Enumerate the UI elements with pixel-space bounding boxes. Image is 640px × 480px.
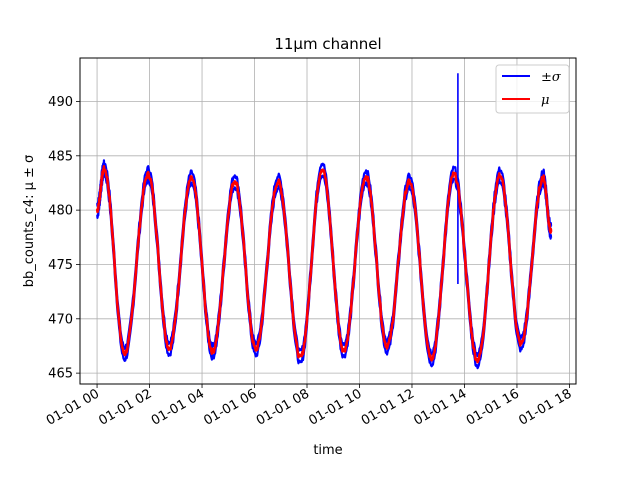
y-axis: 465 470 475 480 485 490 [48,95,80,382]
axes-frame [79,57,577,385]
chart-title: 11μm channel [274,35,381,53]
y-tick-label: 480 [48,204,73,219]
y-tick-label: 485 [48,149,73,164]
legend-label-sigma: ±σ [541,70,562,85]
y-tick-label: 475 [48,258,73,273]
legend: ±σ μ [495,64,570,114]
y-tick-label: 470 [48,312,73,327]
y-tick-label: 490 [48,95,73,110]
y-tick-label: 465 [48,367,73,382]
plot-series [95,73,553,370]
x-axis-title: time [313,443,342,458]
y-axis-title: bb_counts_c4: μ ± σ [22,155,37,288]
series-mu [95,164,553,364]
legend-label-mu: μ [541,93,549,108]
